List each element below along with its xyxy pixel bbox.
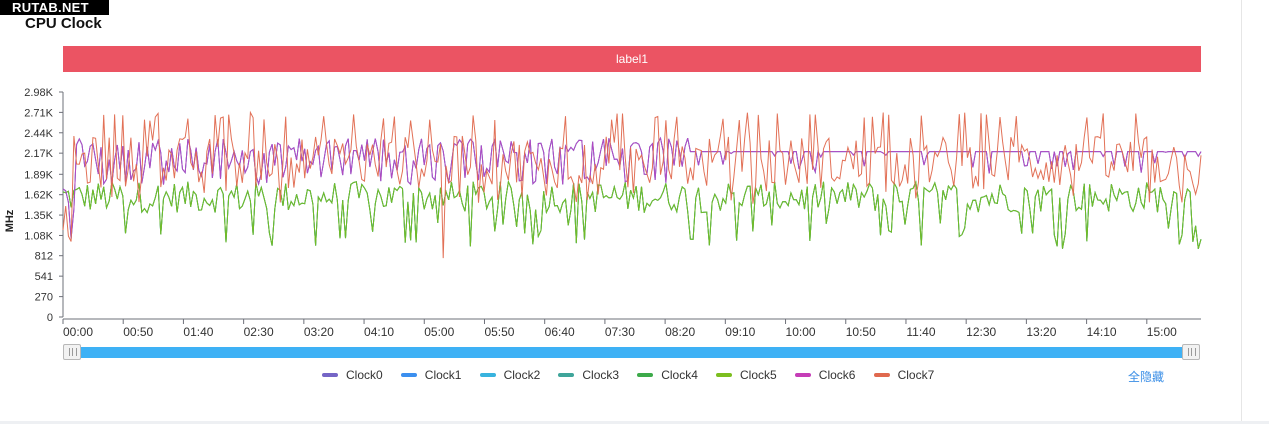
legend-swatch xyxy=(400,373,417,377)
zoom-slider-track[interactable] xyxy=(72,347,1191,358)
legend-label: Clock0 xyxy=(346,368,383,382)
legend-item-clock1[interactable]: Clock1 xyxy=(400,368,462,382)
y-axis-label: MHz xyxy=(4,209,16,232)
y-tick-label: 270 xyxy=(35,292,53,304)
x-tick-label: 04:10 xyxy=(364,325,394,339)
legend-item-clock2[interactable]: Clock2 xyxy=(479,368,541,382)
zoom-slider-left-handle[interactable] xyxy=(63,344,81,360)
x-tick-label: 12:30 xyxy=(966,325,996,339)
y-tick-label: 2.71K xyxy=(24,107,53,119)
legend-swatch xyxy=(479,373,496,377)
series-line-clock6[interactable] xyxy=(62,136,1202,239)
cpu-clock-chart: 0 270 541 812 1.08K 1.35K 1.62K 1.89K 2.17K 2.44K… xyxy=(4,87,1202,339)
series-line-clock7[interactable] xyxy=(62,110,1202,259)
label-band[interactable]: label1 xyxy=(63,46,1201,72)
x-tick-label: 14:10 xyxy=(1087,325,1117,339)
x-tick-label: 05:00 xyxy=(424,325,454,339)
x-tick-label: 13:20 xyxy=(1026,325,1056,339)
x-tick-label: 09:10 xyxy=(725,325,755,339)
series-group xyxy=(62,110,1202,259)
y-tick-label: 2.17K xyxy=(24,148,53,160)
x-tick-label: 06:40 xyxy=(545,325,575,339)
legend-label: Clock1 xyxy=(424,368,462,382)
x-tick-label: 00:50 xyxy=(123,325,153,339)
legend-item-clock7[interactable]: Clock7 xyxy=(873,368,935,382)
hide-all-link[interactable]: 全隐藏 xyxy=(1128,370,1165,384)
x-tick-label: 02:30 xyxy=(244,325,274,339)
legend-swatch xyxy=(794,373,811,377)
legend-item-clock6[interactable]: Clock6 xyxy=(794,368,856,382)
legend-label: Clock2 xyxy=(503,368,541,382)
x-tick-label: 10:00 xyxy=(786,325,816,339)
legend-item-clock5[interactable]: Clock5 xyxy=(716,368,777,382)
y-tick-label: 2.44K xyxy=(24,128,53,140)
legend-label: Clock6 xyxy=(818,368,856,382)
legend-item-clock3[interactable]: Clock3 xyxy=(558,368,619,382)
legend-label: Clock4 xyxy=(661,368,698,382)
y-axis: 0 270 541 812 1.08K 1.35K 1.62K 1.89K 2.17K 2.44K… xyxy=(24,87,64,324)
zoom-slider-right-handle[interactable] xyxy=(1182,344,1200,360)
y-tick-label: 1.35K xyxy=(24,210,53,222)
y-tick-label: 2.98K xyxy=(24,87,53,99)
series-line-clock5[interactable] xyxy=(62,179,1202,249)
y-tick-label: 1.62K xyxy=(24,190,53,202)
x-tick-label: 07:30 xyxy=(605,325,635,339)
x-tick-label: 01:40 xyxy=(183,325,213,339)
site-watermark-tag: RUTAB.NET xyxy=(0,0,109,15)
legend-swatch xyxy=(637,373,654,377)
y-tick-label: 812 xyxy=(35,251,53,263)
legend-swatch xyxy=(716,373,732,377)
y-tick-label: 1.08K xyxy=(24,230,53,242)
x-tick-label: 08:20 xyxy=(665,325,695,339)
chart-title: CPU Clock xyxy=(25,15,102,32)
x-tick-label: 05:50 xyxy=(484,325,514,339)
x-axis: 00:00 00:50 01:40 02:30 03:20 04:10 05:00 05:50… xyxy=(62,318,1201,339)
y-tick-label: 541 xyxy=(35,271,53,283)
legend-item-clock0[interactable]: Clock0 xyxy=(322,368,383,382)
legend-label: Clock5 xyxy=(740,368,777,382)
x-tick-label: 15:00 xyxy=(1147,325,1177,339)
legend-swatch xyxy=(322,373,338,377)
x-tick-label: 10:50 xyxy=(846,325,876,339)
legend-label: Clock3 xyxy=(582,368,620,382)
chart-legend: Clock0 Clock1 Clock2 Clock3 Clock4 Clock5 Cloc… xyxy=(0,368,1269,384)
legend-item-clock4[interactable]: Clock4 xyxy=(637,368,698,382)
y-tick-label: 0 xyxy=(47,312,53,324)
legend-swatch xyxy=(558,373,575,377)
panel-bottom-border xyxy=(0,421,1269,424)
panel-right-border xyxy=(1241,0,1242,424)
y-tick-label: 1.89K xyxy=(24,169,53,181)
x-tick-label: 00:00 xyxy=(63,325,93,339)
x-tick-label: 03:20 xyxy=(304,325,334,339)
legend-swatch xyxy=(873,373,890,377)
x-tick-label: 11:40 xyxy=(906,325,935,339)
legend-label: Clock7 xyxy=(897,368,935,382)
